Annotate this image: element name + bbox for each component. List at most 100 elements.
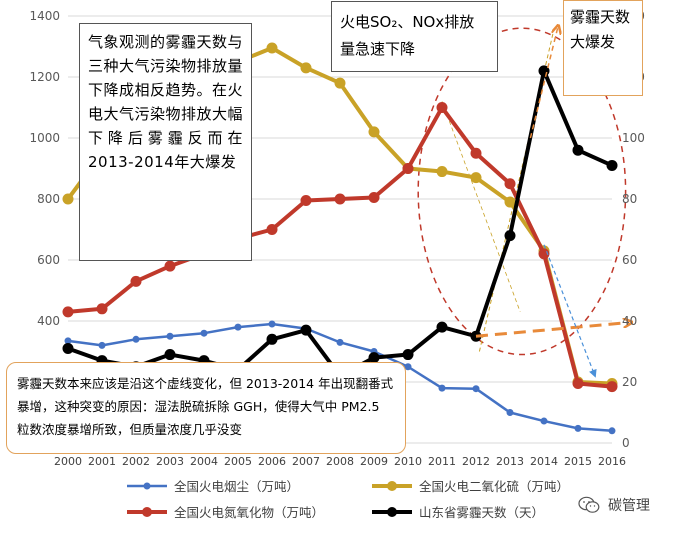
y-left-tick-label: 400 [37,314,60,328]
data-point [334,77,346,89]
y-right-tick-label: 40 [622,314,637,328]
trend-arrow [475,323,629,338]
legend-item: 山东省雾霾天数（天） [370,502,544,521]
trend-arrow [543,244,597,378]
data-point [572,378,584,390]
highlight-ellipse [417,27,627,356]
x-tick-label: 2007 [292,455,320,468]
data-point [266,42,278,54]
guide-dashed-line [441,101,521,312]
data-point [504,178,516,190]
data-point [368,352,380,364]
data-point [62,306,74,318]
data-point [402,163,414,174]
data-point [96,303,108,315]
data-point [436,166,448,178]
data-point [234,323,242,331]
data-point [334,193,346,205]
data-point [300,324,312,336]
data-point [64,337,72,345]
x-tick-label: 2005 [224,455,252,468]
watermark: 碳管理 [578,495,650,515]
x-tick-label: 2003 [156,455,184,468]
legend-label: 全国火电二氧化硫（万吨） [419,479,570,494]
data-point [62,193,74,205]
rising-arrow [529,28,557,139]
data-point [268,320,276,328]
data-point [436,102,448,113]
legend-item: 全国火电烟尘（万吨） [125,476,299,495]
x-tick-label: 2012 [462,455,490,468]
x-tick-label: 2004 [190,455,218,468]
x-tick-label: 2010 [394,455,422,468]
data-point [472,385,480,393]
series-3 [62,102,618,393]
data-point [608,427,616,435]
data-point [336,338,344,346]
data-point [368,191,380,203]
x-tick-label: 2000 [54,455,82,468]
x-tick-label: 2002 [122,455,150,468]
data-point [470,147,482,159]
y-right-tick-label: 60 [622,253,637,267]
data-point [266,333,278,345]
legend-swatch [127,482,167,489]
data-point [540,417,548,425]
data-point [300,62,312,74]
data-point [132,335,140,343]
legend-swatch [127,506,167,517]
legend: 全国火电烟尘（万吨） 全国火电二氧化硫（万吨） 全国火电氮氧化物（万吨） 山东省雾霾天… [125,476,569,526]
data-point [368,126,380,138]
y-left-tick-label: 1000 [29,131,60,145]
x-tick-label: 2006 [258,455,286,468]
data-point [300,195,312,207]
data-point [606,381,618,393]
data-point [572,144,584,156]
data-point [538,248,550,260]
annotation-right-box: 雾霾天数大爆发 [563,0,643,96]
annotation-left-box: 气象观测的雾霾天数与三种大气污染物排放量下降成相反趋势。在火电大气污染物排放大幅… [79,23,252,261]
x-tick-label: 2013 [496,455,524,468]
data-point [62,342,74,354]
x-tick-label: 2015 [564,455,592,468]
data-point [504,196,516,208]
data-point [436,321,448,333]
y-right-tick-label: 100 [622,131,645,145]
data-point [606,159,618,171]
data-point [164,349,176,361]
data-point [470,172,482,184]
x-tick-label: 2001 [88,455,116,468]
y-right-tick-label: 80 [622,192,637,206]
legend-swatch [372,506,412,517]
legend-label: 全国火电烟尘（万吨） [174,479,300,494]
data-point [504,230,516,242]
x-tick-label: 2009 [360,455,388,468]
legend-label: 山东省雾霾天数（天） [419,505,545,520]
y-left-tick-label: 1400 [29,9,60,23]
x-tick-label: 2011 [428,455,456,468]
y-right-tick-label: 20 [622,375,637,389]
callout-box: 雾霾天数本来应该是沿这个虚线变化，但 2013-2014 年出现翻番式暴增，这种… [6,362,406,454]
x-tick-label: 2008 [326,455,354,468]
legend-item: 全国火电二氧化硫（万吨） [370,476,569,495]
y-right-tick-label: 0 [622,436,630,450]
annotation-top-box: 火电SO₂、NOx排放量急速下降 [331,1,498,72]
data-point [130,275,142,287]
watermark-text: 碳管理 [608,498,650,514]
data-point [98,341,106,349]
data-point [438,384,446,392]
data-point [404,363,412,371]
data-point [166,332,174,340]
x-tick-label: 2014 [530,455,558,468]
legend-item: 全国火电氮氧化物（万吨） [125,502,324,521]
data-point [506,409,514,416]
data-point [164,260,176,272]
data-point [574,424,582,432]
y-left-tick-label: 800 [37,192,60,206]
data-point [402,349,414,361]
data-point [266,224,278,235]
legend-swatch [372,480,412,491]
legend-label: 全国火电氮氧化物（万吨） [174,505,325,520]
y-left-tick-label: 1200 [29,70,60,84]
x-axis: 2000 2001 2002 2003 2004 2005 2006 2007 2008 2009… [54,455,626,468]
